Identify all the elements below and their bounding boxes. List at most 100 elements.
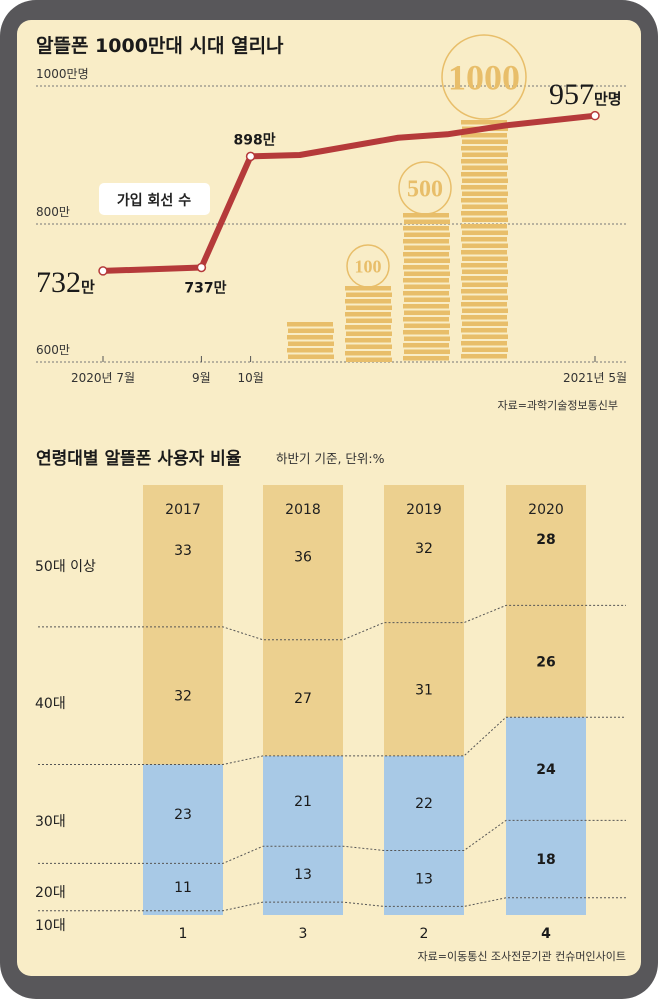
line-chart-title: 알뜰폰 1000만대 시대 열리나 <box>36 35 284 57</box>
age-group-label: 10대 <box>35 918 66 934</box>
coin <box>345 325 391 330</box>
data-label-898: 898만 <box>234 132 276 148</box>
value-label: 32 <box>174 689 192 705</box>
coin-label: 1000 <box>448 58 520 98</box>
category-label: 2018 <box>285 502 321 518</box>
x-tick-label: 9월 <box>192 371 211 385</box>
coin-circle <box>398 161 452 215</box>
value-label: 11 <box>174 880 192 896</box>
age-group-label: 30대 <box>35 814 66 830</box>
bar-segment <box>384 906 464 915</box>
coin <box>462 191 508 196</box>
coin <box>404 258 450 263</box>
bar-segment <box>506 605 586 718</box>
coin <box>461 276 507 281</box>
category-label: 2017 <box>165 502 201 518</box>
value-label: 24 <box>536 762 556 778</box>
data-point <box>245 151 256 162</box>
coin <box>345 286 391 291</box>
series-label-box <box>99 183 210 215</box>
coin-stack <box>287 322 334 359</box>
coin <box>404 310 450 315</box>
coin <box>346 357 392 362</box>
coin-stack <box>461 120 508 359</box>
coin <box>403 356 449 361</box>
coin <box>288 341 334 346</box>
coin <box>461 159 507 164</box>
boundary-line <box>38 819 626 864</box>
age-group-label: 50대 이상 <box>35 559 96 575</box>
value-label: 2 <box>420 926 429 942</box>
coin <box>404 232 450 237</box>
value-label: 31 <box>415 682 433 698</box>
coin-circle <box>441 34 527 120</box>
coin <box>461 289 507 294</box>
coin <box>403 317 449 322</box>
coin <box>403 239 449 244</box>
coin <box>462 269 508 274</box>
series-label: 가입 회선 수 <box>117 193 191 209</box>
bar-2018: 3 13 21 27 36 2018 <box>263 485 343 942</box>
bar-segment <box>143 863 223 911</box>
coin-circle <box>346 244 390 288</box>
data-point <box>98 266 108 276</box>
coin <box>404 336 450 341</box>
coin <box>346 292 392 297</box>
bar-2019: 2 13 22 31 32 2019 <box>384 485 464 942</box>
value-label: 4 <box>541 926 551 942</box>
coin <box>462 321 508 326</box>
coin-stack <box>403 213 450 361</box>
y-tick-label: 1000만명 <box>36 67 89 81</box>
bar-segment <box>506 717 586 821</box>
coin <box>346 305 392 310</box>
coin <box>461 146 507 151</box>
bar-segment <box>263 902 343 915</box>
coin <box>461 354 507 359</box>
coin <box>462 308 508 313</box>
coin <box>345 338 391 343</box>
coin <box>461 263 507 268</box>
coin <box>462 230 508 235</box>
coin <box>404 323 450 328</box>
y-tick-label: 800만 <box>36 205 70 219</box>
data-point <box>590 110 600 121</box>
data-label-732: 732만 <box>36 266 95 299</box>
coin <box>403 226 449 231</box>
coin <box>403 330 449 335</box>
coin <box>461 198 507 203</box>
value-label: 36 <box>294 549 312 565</box>
coin <box>461 172 507 177</box>
coin <box>461 211 507 216</box>
coin <box>462 256 508 261</box>
value-label: 27 <box>294 691 312 707</box>
data-label-737: 737만 <box>184 280 226 296</box>
value-label: 23 <box>174 807 192 823</box>
coin <box>461 250 507 255</box>
bar-segment <box>384 622 464 756</box>
coin <box>287 348 333 353</box>
coin <box>403 252 449 257</box>
coin <box>288 328 334 333</box>
coin <box>461 315 507 320</box>
coin <box>404 349 450 354</box>
bar-segment <box>143 910 223 915</box>
coin <box>461 237 507 242</box>
age-group-label: 40대 <box>35 696 66 712</box>
coin <box>345 351 391 356</box>
value-label: 1 <box>179 926 188 942</box>
coin <box>461 185 507 190</box>
coin <box>403 213 449 218</box>
coin <box>462 217 508 222</box>
coin <box>462 152 508 157</box>
bar-segment <box>384 485 464 623</box>
coin <box>461 133 507 138</box>
bar-segment <box>506 485 586 606</box>
bar-segment <box>143 764 223 864</box>
coin <box>461 328 507 333</box>
coin <box>462 347 508 352</box>
bar-segment <box>506 897 586 915</box>
value-label: 3 <box>299 926 308 942</box>
coin <box>462 243 508 248</box>
value-label: 18 <box>536 852 555 868</box>
